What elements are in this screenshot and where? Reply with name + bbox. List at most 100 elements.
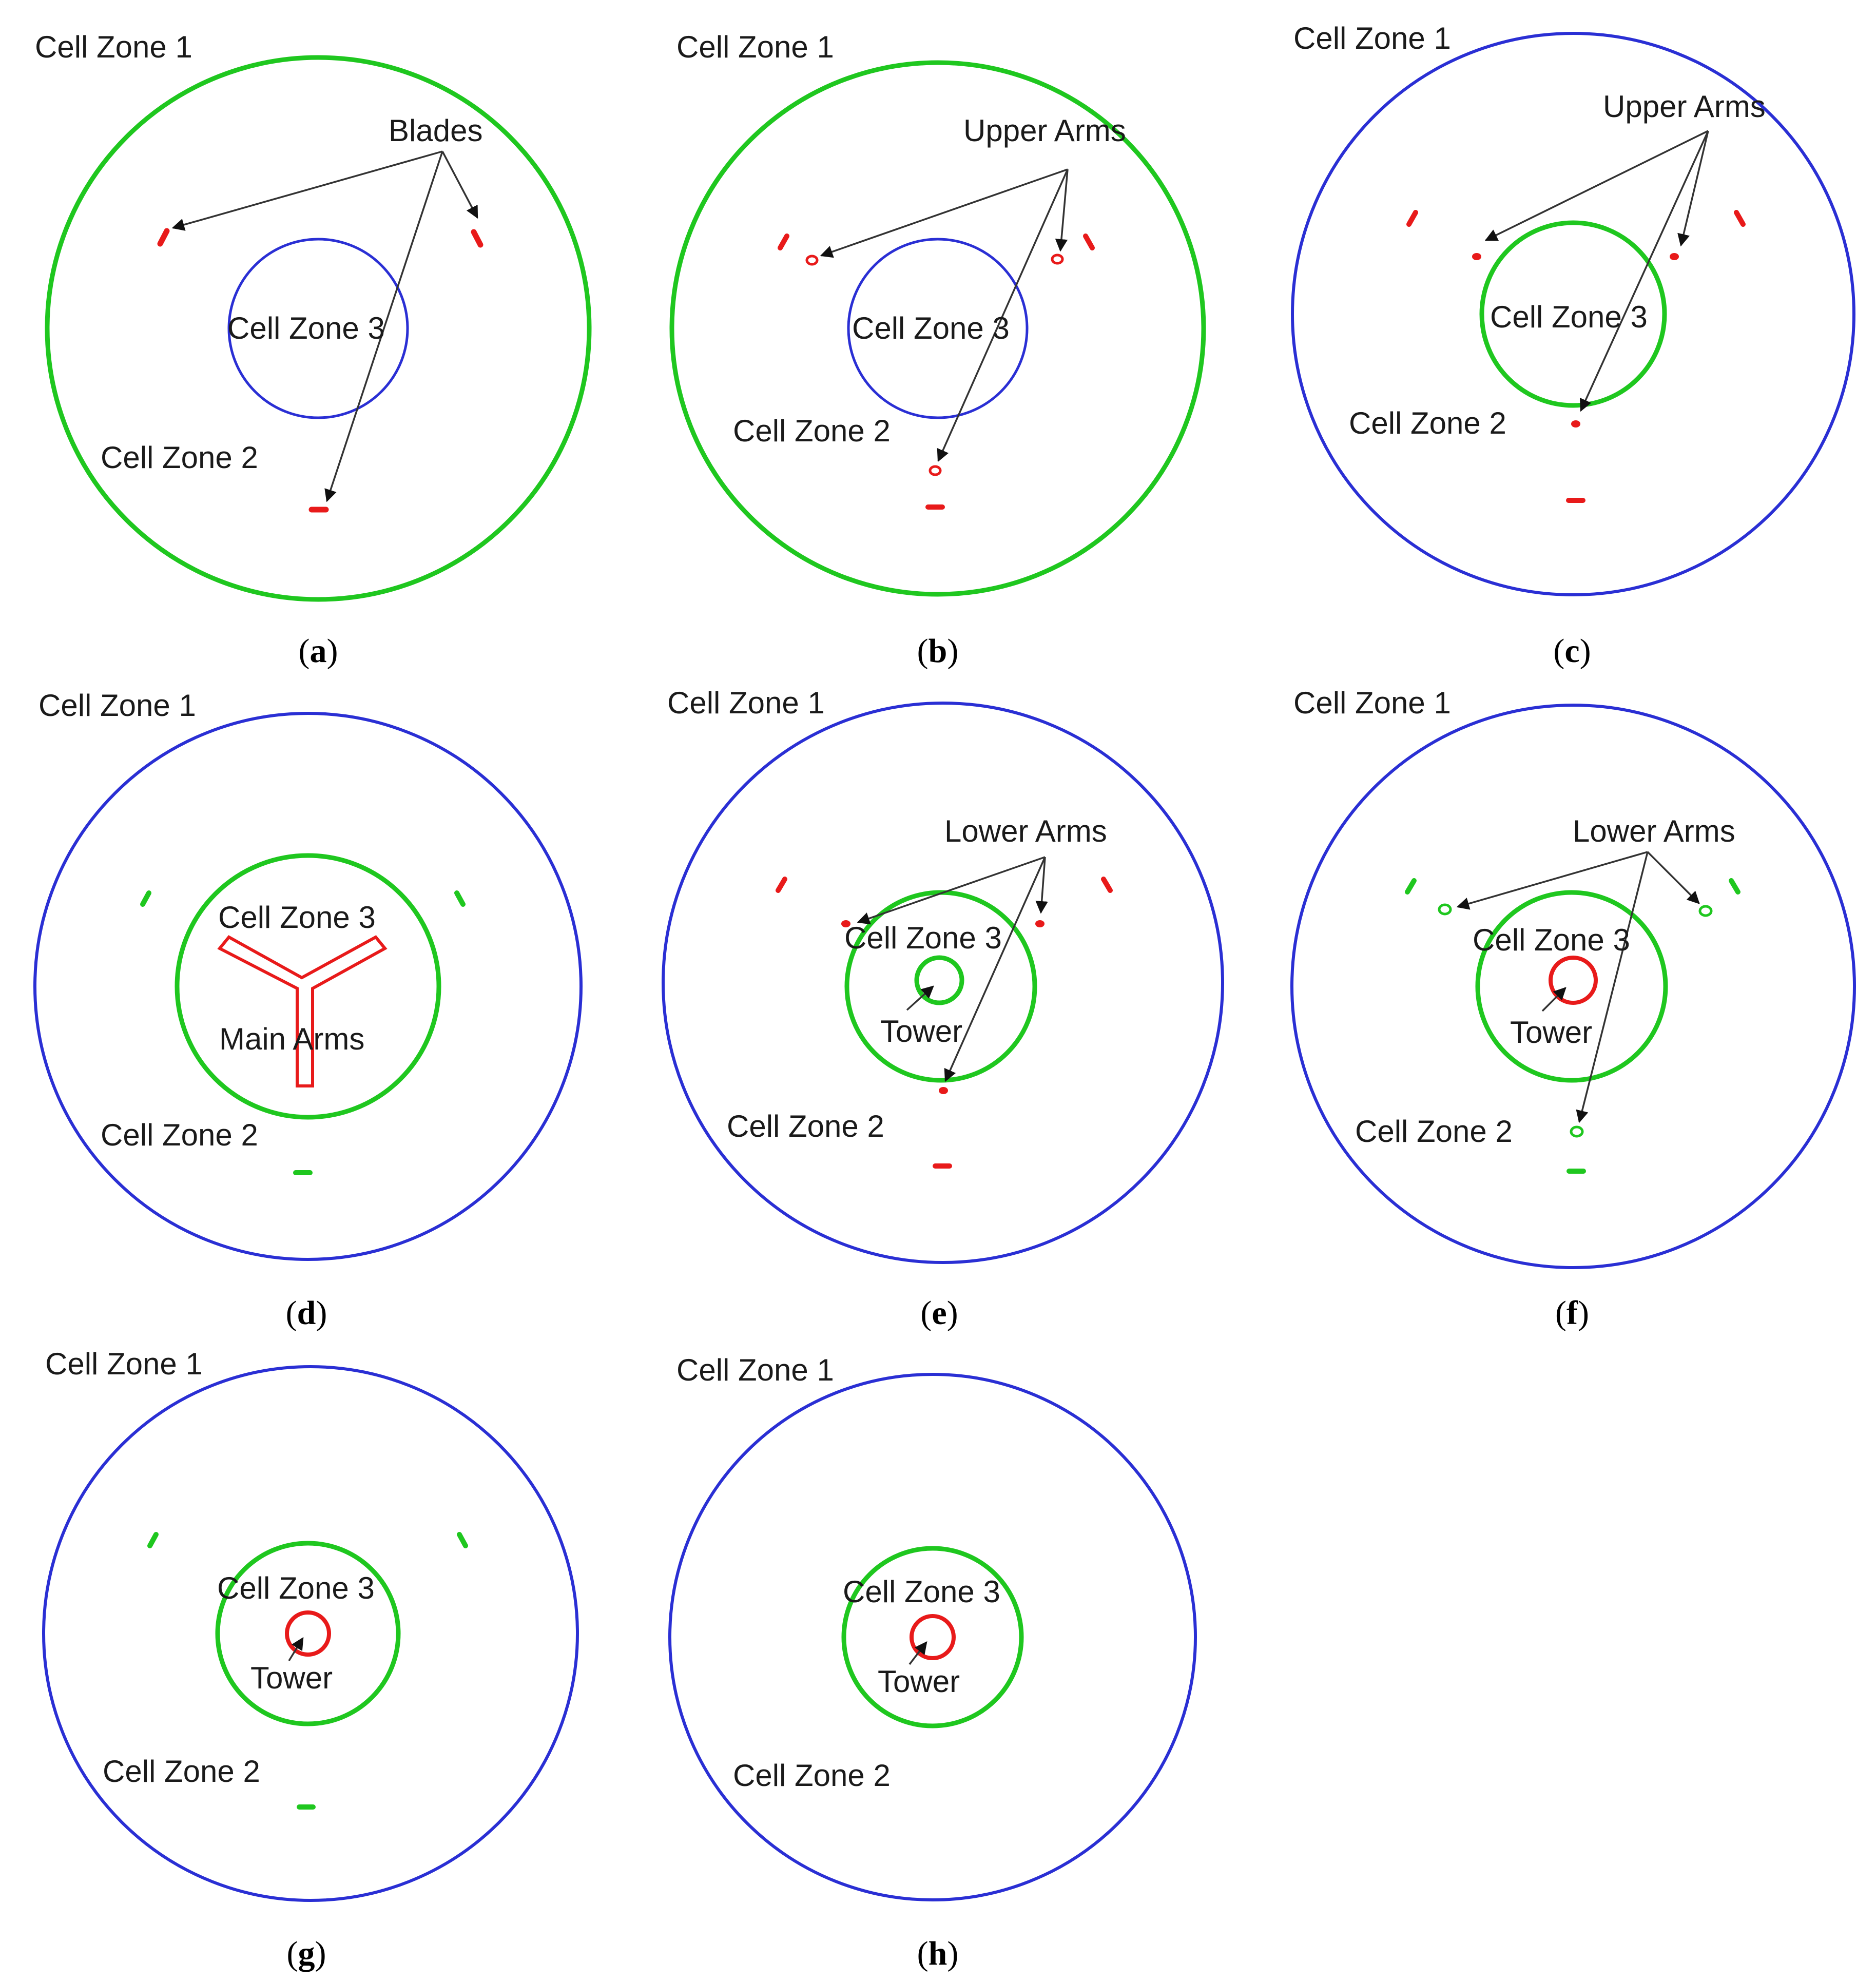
cell-zone-3-label: Cell Zone 3 bbox=[1490, 300, 1648, 334]
blade-upper-right bbox=[457, 1532, 468, 1548]
caption-open: ( bbox=[287, 1935, 298, 1972]
cell-zone-3-label: Cell Zone 3 bbox=[1473, 923, 1630, 957]
panel-caption: (g) bbox=[287, 1935, 326, 1972]
tower-section bbox=[914, 955, 964, 1005]
blades-arrow-2 bbox=[441, 151, 478, 219]
cell-zone-3-boundary bbox=[841, 1546, 1024, 1728]
cell-zone-3-label: Cell Zone 3 bbox=[227, 311, 385, 345]
panel-caption: (d) bbox=[286, 1294, 327, 1332]
panel-a: Cell Zone 1 Blades Cell Zone 3 Cell Zone… bbox=[35, 30, 592, 670]
panel-d: Cell Zone 1 Cell Zone 3 Main Arms Cell Z… bbox=[33, 688, 583, 1332]
caption-letter: g bbox=[298, 1935, 315, 1972]
cell-zone-3-boundary bbox=[1479, 220, 1667, 408]
lower-arm-section-bottom bbox=[1570, 1125, 1584, 1138]
panel-g: Cell Zone 1 Cell Zone 3 Tower Cell Zone … bbox=[42, 1347, 579, 1972]
blades-arrow-3 bbox=[324, 151, 443, 502]
upper-arms-label: Upper Arms bbox=[1603, 89, 1766, 124]
cell-zone-1-label: Cell Zone 1 bbox=[1293, 686, 1451, 720]
lower-arms-arrow-1 bbox=[857, 856, 1046, 925]
blade-upper-left bbox=[776, 877, 787, 893]
panel-b: Cell Zone 1 Upper Arms Cell Zone 3 Cell … bbox=[669, 30, 1206, 670]
caption-open: ( bbox=[917, 632, 929, 670]
caption-close: ) bbox=[315, 1935, 326, 1972]
caption-letter: b bbox=[929, 632, 947, 670]
cell-zone-1-label: Cell Zone 1 bbox=[676, 30, 834, 64]
lower-arm-section-left bbox=[1438, 903, 1452, 916]
cell-zone-1-label: Cell Zone 1 bbox=[676, 1353, 834, 1387]
blade-upper-right bbox=[1083, 234, 1095, 250]
cell-zone-3-label: Cell Zone 3 bbox=[844, 921, 1002, 955]
cell-zone-1-label: Cell Zone 1 bbox=[1293, 21, 1451, 55]
cell-zone-3-label: Cell Zone 3 bbox=[218, 900, 376, 935]
tower-callout-arrows bbox=[288, 1637, 304, 1661]
cell-zone-2-label: Cell Zone 2 bbox=[727, 1109, 884, 1143]
blades-callout-arrows bbox=[171, 150, 478, 502]
upper-arms-arrow-1 bbox=[1484, 130, 1709, 241]
lower-arms-label: Lower Arms bbox=[1573, 814, 1735, 848]
lower-arms-label: Lower Arms bbox=[944, 814, 1107, 848]
blades-arrow-1 bbox=[171, 150, 443, 231]
upper-arms-callout-arrows bbox=[820, 168, 1069, 462]
blade-upper-right bbox=[1101, 877, 1113, 893]
tower-arrow bbox=[908, 1641, 927, 1665]
cell-zone-2-label: Cell Zone 2 bbox=[101, 440, 258, 475]
tower-arrow bbox=[288, 1637, 304, 1661]
upper-arm-section-bottom bbox=[929, 465, 942, 476]
cell-zone-3-label: Cell Zone 3 bbox=[217, 1571, 375, 1605]
upper-arms-callout-arrows bbox=[1484, 130, 1709, 412]
caption-close: ) bbox=[1578, 1294, 1589, 1332]
blade-upper-left bbox=[157, 228, 170, 247]
panel-e: Cell Zone 1 Lower Arms Cell Zone 3 Tower… bbox=[662, 686, 1224, 1332]
upper-arms-arrow-3 bbox=[937, 169, 1069, 462]
lower-arms-arrow-3 bbox=[944, 857, 1046, 1082]
caption-open: ( bbox=[917, 1935, 929, 1972]
caption-letter: h bbox=[929, 1935, 947, 1972]
panel-h: Cell Zone 1 Cell Zone 3 Tower Cell Zone … bbox=[668, 1353, 1197, 1972]
blade-upper-left bbox=[140, 890, 151, 907]
lower-arm-section-right bbox=[1035, 920, 1045, 927]
caption-close: ) bbox=[327, 632, 338, 670]
tower-label: Tower bbox=[880, 1014, 962, 1048]
caption-close: ) bbox=[1580, 632, 1591, 670]
caption-letter: c bbox=[1564, 632, 1579, 670]
tower-label: Tower bbox=[250, 1661, 333, 1695]
tower-section bbox=[1549, 956, 1598, 1005]
blade-upper-left bbox=[778, 234, 789, 250]
cell-zone-1-boundary bbox=[1291, 32, 1855, 596]
cell-zone-2-label: Cell Zone 2 bbox=[101, 1118, 258, 1152]
cell-zone-3-boundary bbox=[847, 238, 1029, 419]
caption-close: ) bbox=[947, 1935, 958, 1972]
lower-arms-callout-arrows bbox=[857, 856, 1048, 1082]
cell-zone-1-boundary bbox=[33, 712, 583, 1261]
upper-arms-label: Upper Arms bbox=[963, 113, 1126, 148]
cell-zone-3-label: Cell Zone 3 bbox=[852, 311, 1010, 345]
lower-arms-arrow-2 bbox=[1647, 851, 1700, 904]
blade-upper-left bbox=[147, 1532, 159, 1548]
cell-zone-3-boundary bbox=[227, 238, 409, 419]
caption-open: ( bbox=[1555, 1294, 1566, 1332]
caption-open: ( bbox=[1553, 632, 1564, 670]
blade-upper-left bbox=[1406, 210, 1418, 227]
caption-close: ) bbox=[947, 632, 958, 670]
cell-zone-1-boundary bbox=[669, 60, 1206, 597]
main-arms-label: Main Arms bbox=[219, 1022, 364, 1056]
cell-zone-3-boundary bbox=[215, 1541, 401, 1726]
cell-zone-1-boundary bbox=[662, 702, 1224, 1264]
caption-open: ( bbox=[286, 1294, 297, 1332]
cell-zone-1-boundary bbox=[668, 1373, 1197, 1901]
upper-arm-section-bottom bbox=[1571, 420, 1580, 428]
cell-zone-3-boundary bbox=[175, 853, 441, 1120]
caption-close: ) bbox=[947, 1294, 958, 1332]
blade-upper-right bbox=[1729, 878, 1740, 895]
caption-letter: e bbox=[932, 1294, 946, 1332]
cell-zone-2-label: Cell Zone 2 bbox=[1349, 406, 1506, 440]
cell-zone-1-label: Cell Zone 1 bbox=[667, 686, 825, 720]
cell-zone-3-boundary bbox=[1475, 890, 1668, 1083]
cell-zone-1-boundary bbox=[42, 1365, 579, 1902]
panel-caption: (f) bbox=[1555, 1294, 1589, 1332]
tower-label: Tower bbox=[878, 1664, 960, 1699]
panel-caption: (c) bbox=[1553, 632, 1591, 670]
upper-arms-arrow-1 bbox=[820, 168, 1068, 258]
tower-label: Tower bbox=[1510, 1015, 1592, 1050]
